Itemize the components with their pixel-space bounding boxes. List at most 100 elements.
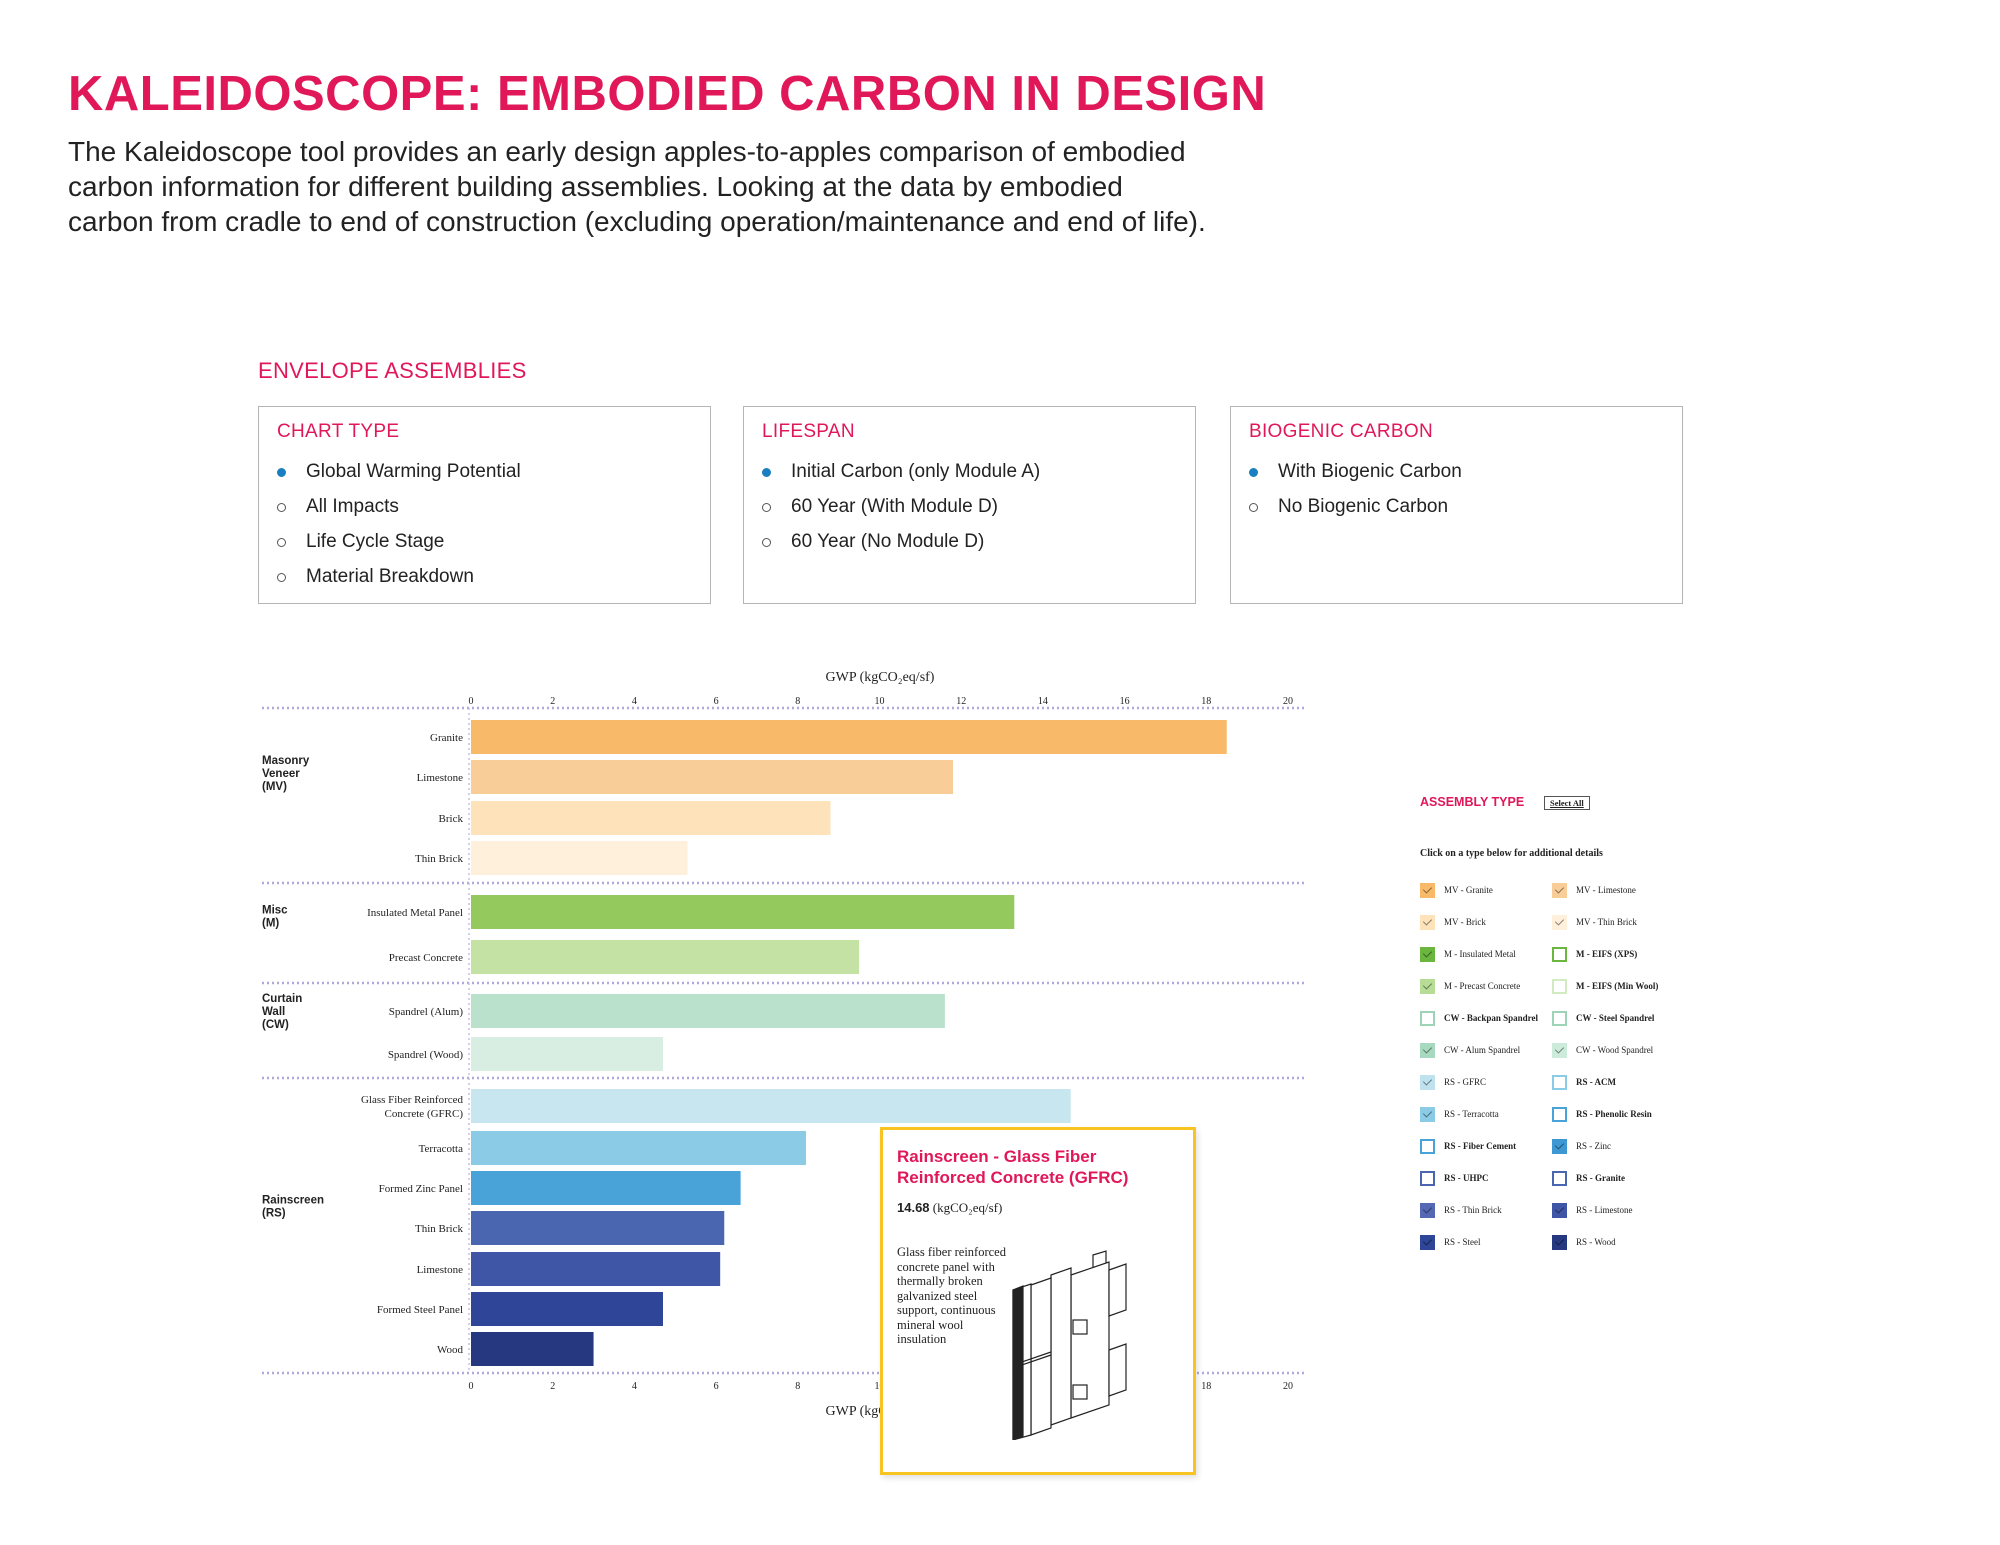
legend-item-label: RS - Phenolic Resin	[1576, 1109, 1652, 1119]
checkbox-checked-icon[interactable]	[1420, 1234, 1435, 1250]
bar	[471, 1252, 721, 1286]
bar	[471, 801, 831, 835]
radio-unselected-icon[interactable]	[277, 572, 286, 582]
legend-item[interactable]: CW - Wood Spandrel	[1552, 1041, 1653, 1059]
checkbox-checked-icon[interactable]	[1420, 914, 1435, 930]
bar	[471, 1037, 663, 1071]
legend-item[interactable]: RS - Limestone	[1552, 1201, 1633, 1219]
checkbox-unchecked-icon[interactable]	[1552, 1074, 1567, 1090]
radio-option[interactable]: Initial Carbon (only Module A)	[762, 459, 1040, 485]
x-tick-label-bottom: 8	[795, 1381, 800, 1392]
legend-item[interactable]: RS - UHPC	[1420, 1169, 1489, 1187]
legend-item[interactable]: MV - Limestone	[1552, 881, 1636, 899]
legend-item[interactable]: MV - Granite	[1420, 881, 1493, 899]
bar	[471, 1211, 725, 1245]
checkbox-unchecked-icon[interactable]	[1420, 1010, 1435, 1026]
checkbox-checked-icon[interactable]	[1552, 1138, 1567, 1154]
bar	[471, 1089, 1071, 1123]
legend-item[interactable]: CW - Alum Spandrel	[1420, 1041, 1520, 1059]
legend-item[interactable]: RS - Steel	[1420, 1233, 1481, 1251]
x-tick-label-top: 12	[956, 696, 966, 707]
intro-line: The Kaleidoscope tool provides an early …	[68, 136, 1186, 167]
legend-item[interactable]: CW - Backpan Spandrel	[1420, 1009, 1538, 1027]
legend-item[interactable]: RS - Zinc	[1552, 1137, 1611, 1155]
radio-option[interactable]: Life Cycle Stage	[277, 529, 444, 555]
legend-item[interactable]: MV - Thin Brick	[1552, 913, 1637, 931]
checkbox-unchecked-icon[interactable]	[1552, 1106, 1567, 1122]
legend-item[interactable]: M - Insulated Metal	[1420, 945, 1516, 963]
radio-option[interactable]: 60 Year (With Module D)	[762, 494, 998, 520]
bar-category-label: Brick	[439, 813, 464, 825]
x-tick-label-top: 16	[1120, 696, 1130, 707]
legend-item[interactable]: RS - ACM	[1552, 1073, 1616, 1091]
checkbox-checked-icon[interactable]	[1420, 946, 1435, 962]
legend-item-label: RS - Terracotta	[1444, 1109, 1499, 1119]
panel-lifespan: LIFESPAN Initial Carbon (only Module A) 60…	[743, 406, 1196, 604]
bar	[471, 1171, 741, 1205]
legend-item-label: RS - ACM	[1576, 1077, 1616, 1087]
radio-unselected-icon[interactable]	[277, 537, 286, 547]
legend-item[interactable]: MV - Brick	[1420, 913, 1486, 931]
panel-biogenic-carbon: BIOGENIC CARBON With Biogenic Carbon No Bi…	[1230, 406, 1683, 604]
x-tick-label-bottom: 6	[714, 1381, 719, 1392]
checkbox-unchecked-icon[interactable]	[1552, 946, 1567, 962]
bar	[471, 841, 688, 875]
legend-item[interactable]: RS - Phenolic Resin	[1552, 1105, 1652, 1123]
tooltip-value-number: 14.68	[897, 1200, 930, 1215]
legend-item[interactable]: RS - Thin Brick	[1420, 1201, 1502, 1219]
x-tick-label-top: 6	[714, 696, 719, 707]
legend-item[interactable]: RS - Fiber Cement	[1420, 1137, 1516, 1155]
x-tick-label-top: 14	[1038, 696, 1048, 707]
checkbox-checked-icon[interactable]	[1552, 882, 1567, 898]
legend-item[interactable]: M - EIFS (Min Wool)	[1552, 977, 1658, 995]
radio-option[interactable]: All Impacts	[277, 494, 399, 520]
x-tick-label-bottom: 4	[632, 1381, 637, 1392]
radio-option[interactable]: 60 Year (No Module D)	[762, 529, 984, 555]
bar	[471, 720, 1227, 754]
checkbox-checked-icon[interactable]	[1420, 1106, 1435, 1122]
intro-line: carbon information for different buildin…	[68, 171, 1123, 202]
radio-option[interactable]: With Biogenic Carbon	[1249, 459, 1462, 485]
checkbox-checked-icon[interactable]	[1420, 978, 1435, 994]
checkbox-checked-icon[interactable]	[1552, 914, 1567, 930]
x-tick-label-top: 0	[469, 696, 474, 707]
legend-item[interactable]: M - Precast Concrete	[1420, 977, 1520, 995]
checkbox-unchecked-icon[interactable]	[1552, 978, 1567, 994]
radio-option[interactable]: Material Breakdown	[277, 564, 474, 590]
checkbox-checked-icon[interactable]	[1420, 1042, 1435, 1058]
legend-item-label: M - Precast Concrete	[1444, 981, 1521, 991]
checkbox-unchecked-icon[interactable]	[1552, 1170, 1567, 1186]
checkbox-checked-icon[interactable]	[1552, 1042, 1567, 1058]
checkbox-unchecked-icon[interactable]	[1420, 1170, 1435, 1186]
legend-item[interactable]: RS - Wood	[1552, 1233, 1616, 1251]
legend-item[interactable]: RS - Terracotta	[1420, 1105, 1499, 1123]
tooltip-value: 14.68 (kgCO₂eq/sf)	[897, 1200, 1002, 1216]
legend-item[interactable]: RS - GFRC	[1420, 1073, 1486, 1091]
radio-unselected-icon[interactable]	[1249, 502, 1258, 512]
assembly-tooltip: Rainscreen - Glass Fiber Reinforced Conc…	[880, 1127, 1196, 1475]
select-all-button[interactable]: Select All	[1544, 796, 1590, 810]
bar	[471, 1131, 806, 1165]
checkbox-checked-icon[interactable]	[1420, 882, 1435, 898]
radio-selected-icon[interactable]	[762, 467, 771, 477]
radio-option[interactable]: Global Warming Potential	[277, 459, 521, 485]
legend-item[interactable]: CW - Steel Spandrel	[1552, 1009, 1654, 1027]
legend-item-label: CW - Steel Spandrel	[1576, 1013, 1655, 1023]
radio-unselected-icon[interactable]	[277, 502, 286, 512]
bar-category-label: Wood	[437, 1344, 464, 1356]
checkbox-checked-icon[interactable]	[1552, 1202, 1567, 1218]
radio-option[interactable]: No Biogenic Carbon	[1249, 494, 1448, 520]
radio-unselected-icon[interactable]	[762, 502, 771, 512]
checkbox-checked-icon[interactable]	[1552, 1234, 1567, 1250]
radio-selected-icon[interactable]	[277, 467, 286, 477]
radio-unselected-icon[interactable]	[762, 537, 771, 547]
checkbox-checked-icon[interactable]	[1420, 1074, 1435, 1090]
radio-selected-icon[interactable]	[1249, 467, 1258, 477]
checkbox-unchecked-icon[interactable]	[1420, 1138, 1435, 1154]
tooltip-description: Glass fiber reinforced concrete panel wi…	[897, 1245, 1006, 1346]
checkbox-unchecked-icon[interactable]	[1552, 1010, 1567, 1026]
checkbox-checked-icon[interactable]	[1420, 1202, 1435, 1218]
legend-item[interactable]: RS - Granite	[1552, 1169, 1625, 1187]
legend-item[interactable]: M - EIFS (XPS)	[1552, 945, 1637, 963]
group-label: (MV)	[262, 781, 287, 793]
